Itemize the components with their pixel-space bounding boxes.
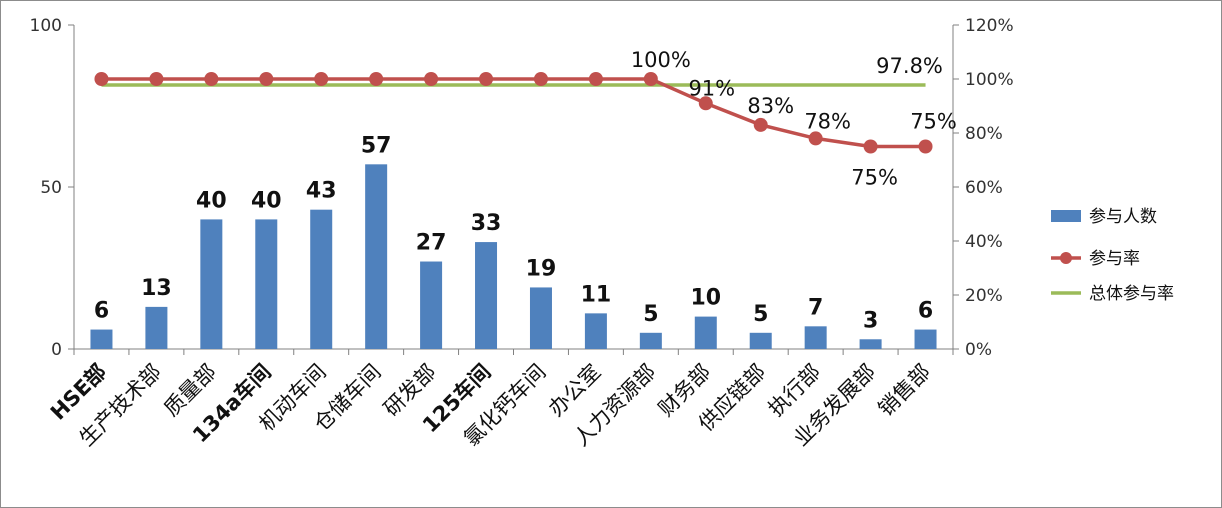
category-label: 销售部 [874, 360, 936, 422]
right-axis-tick-label: 100% [965, 70, 1014, 90]
rate-point [149, 72, 164, 86]
rate-point [94, 72, 109, 86]
bar [90, 329, 113, 349]
left-axis-tick-label: 50 [40, 178, 62, 198]
right-axis-tick-label: 60% [965, 178, 1003, 198]
right-axis-tick-label: 80% [965, 124, 1003, 144]
rate-data-label: 78% [804, 109, 851, 133]
bar-data-label: 40 [196, 188, 227, 213]
rate-data-label: 75% [910, 110, 957, 134]
overall-rate-data-label: 97.8% [876, 54, 943, 78]
bar-data-label: 6 [918, 299, 933, 324]
bar-data-label: 5 [753, 302, 768, 327]
bar [804, 326, 827, 349]
rate-line [101, 77, 926, 149]
rate-point [918, 139, 933, 154]
bar [310, 209, 333, 349]
left-axis-tick-label: 100 [30, 16, 62, 36]
rate-data-label: 83% [747, 94, 794, 118]
right-axis-tick-label: 120% [965, 16, 1014, 36]
bar-data-label: 19 [526, 256, 557, 281]
bar-data-label: 11 [581, 282, 612, 307]
rate-point [808, 131, 823, 146]
legend-swatch-bar [1051, 210, 1081, 222]
bar-data-label: 27 [416, 231, 447, 256]
bar [200, 219, 223, 349]
bar [475, 242, 498, 349]
bar [529, 287, 552, 349]
bar [365, 164, 388, 349]
legend-swatch-rate-point [1060, 252, 1072, 264]
bar-data-label: 33 [471, 211, 502, 236]
bar-data-label: 5 [643, 302, 658, 327]
rate-point [424, 72, 439, 86]
rate-point [863, 139, 878, 154]
rate-point [698, 96, 713, 111]
rate-point [753, 117, 768, 132]
rate-point [588, 72, 603, 86]
bar [145, 306, 168, 349]
bar-data-label: 7 [808, 295, 823, 320]
right-axis-tick-label: 0% [965, 340, 992, 360]
bar-data-label: 6 [94, 299, 109, 324]
bar-data-label: 13 [141, 276, 172, 301]
rate-point [479, 72, 494, 86]
bar [749, 332, 772, 349]
rate-data-label: 91% [688, 76, 735, 100]
right-axis-tick-label: 20% [965, 286, 1003, 306]
bar-data-label: 10 [690, 286, 721, 311]
bar [914, 329, 937, 349]
legend-label: 参与人数 [1089, 207, 1157, 227]
legend-label: 总体参与率 [1089, 284, 1174, 304]
rate-point [369, 72, 384, 86]
bar [639, 332, 662, 349]
right-axis-tick-label: 40% [965, 232, 1003, 252]
bar [694, 316, 717, 349]
rate-point [533, 72, 548, 86]
bar [584, 313, 607, 349]
bar-data-label: 3 [863, 308, 878, 333]
rate-point [643, 72, 658, 86]
rate-point [314, 72, 329, 86]
left-axis-tick-label: 0 [51, 340, 62, 360]
bar [420, 261, 443, 349]
bar [255, 219, 278, 349]
rate-data-label: 100% [631, 48, 691, 72]
bar [859, 339, 882, 349]
legend-label: 参与率 [1089, 249, 1140, 269]
bar-data-label: 43 [306, 179, 337, 204]
bar-data-label: 40 [251, 188, 282, 213]
rate-point [204, 72, 219, 86]
bar-data-label: 57 [361, 133, 392, 158]
rate-data-label: 75% [851, 166, 898, 190]
rate-point [259, 72, 274, 86]
